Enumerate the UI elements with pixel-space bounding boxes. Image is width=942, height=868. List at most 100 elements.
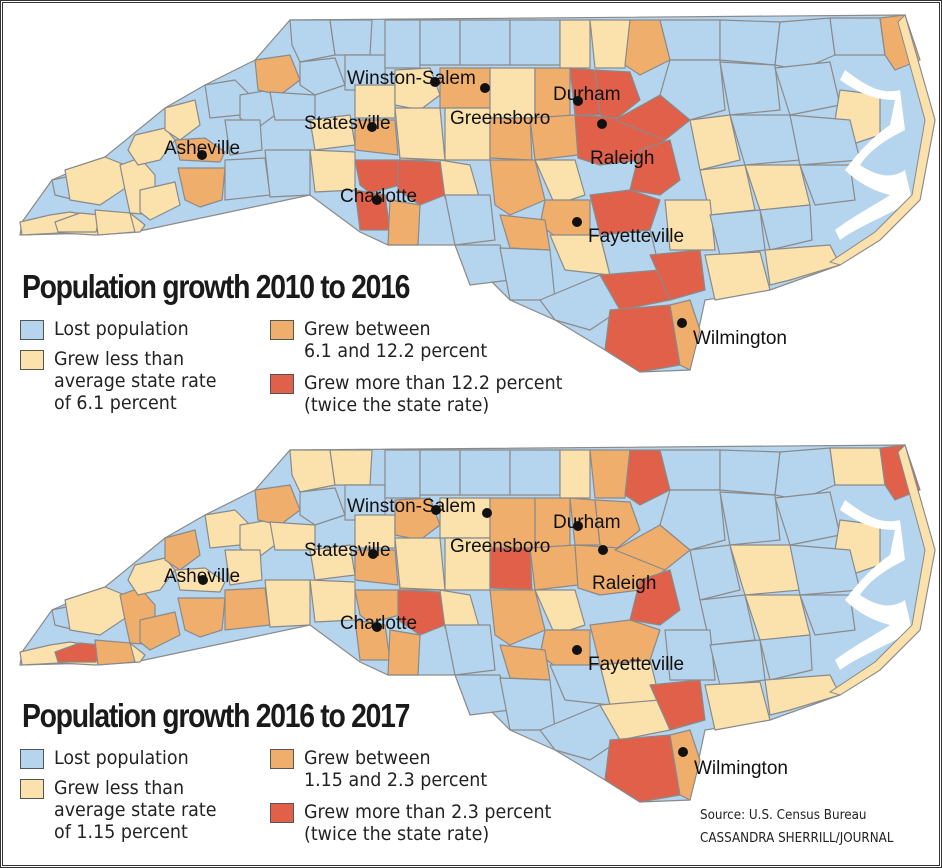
county-grew-more xyxy=(604,734,681,803)
city-marker-statesville xyxy=(367,122,377,132)
city-label: Asheville xyxy=(164,138,240,159)
county-grew-less xyxy=(394,537,446,591)
legend-label: 1.15 and 2.3 percent xyxy=(304,769,488,791)
county-grew-between xyxy=(177,167,226,208)
city-marker-wilmington xyxy=(677,318,687,328)
city-label: Greensboro xyxy=(450,536,550,557)
county-lost xyxy=(829,17,886,56)
county-grew-between xyxy=(254,54,301,96)
county-grew-more xyxy=(624,449,671,506)
county-lost xyxy=(719,449,781,496)
city-label: Charlotte xyxy=(340,613,417,634)
county-grew-less xyxy=(289,449,336,493)
county-lost xyxy=(659,59,726,121)
legend-swatch-lost xyxy=(20,320,44,340)
county-grew-more xyxy=(397,589,446,636)
legend-label: Lost population xyxy=(54,747,189,769)
county-grew-more xyxy=(397,159,446,206)
county-lost xyxy=(419,19,461,66)
legend-label: Grew less than xyxy=(54,348,185,370)
county-grew-less xyxy=(264,579,311,628)
legend-item-grew-more: Grew more than 2.3 percent (twice the st… xyxy=(270,801,573,845)
county-lost xyxy=(719,61,781,116)
byline-credit: CASSANDRA SHERRILL/JOURNAL xyxy=(700,831,894,846)
county-lost xyxy=(664,629,716,681)
legend-item-grew-between: Grew between 6.1 and 12.2 percent xyxy=(270,318,503,362)
county-lost xyxy=(539,704,621,761)
city-label: Winston-Salem xyxy=(347,68,476,89)
county-grew-less xyxy=(764,674,841,716)
county-grew-less xyxy=(829,447,886,486)
map-title: Population growth 2016 to 2017 xyxy=(22,697,410,734)
county-lost xyxy=(774,447,836,501)
county-lost xyxy=(659,489,726,551)
city-marker-fayetteville xyxy=(572,217,582,227)
city-label: Raleigh xyxy=(590,148,654,169)
county-grew-between xyxy=(489,589,546,646)
legend-swatch-grew-between xyxy=(270,749,294,769)
county-grew-between xyxy=(164,529,201,571)
legend-item-grew-less: Grew less than average state rate of 1.1… xyxy=(20,777,231,843)
city-marker-charlotte xyxy=(372,622,382,632)
county-lost xyxy=(419,449,461,496)
county-lost xyxy=(299,487,346,526)
county-lost xyxy=(759,634,813,681)
county-grew-less xyxy=(394,107,446,161)
county-lost xyxy=(774,17,836,71)
city-marker-asheville xyxy=(197,150,207,160)
county-grew-less xyxy=(764,244,841,286)
legend-item-lost: Lost population xyxy=(20,747,200,769)
county-grew-between xyxy=(139,611,181,651)
city-marker-greensboro xyxy=(480,83,490,93)
county-grew-between xyxy=(354,119,399,156)
city-label: Durham xyxy=(553,512,621,533)
city-marker-statesville xyxy=(368,549,378,559)
outer-banks xyxy=(828,14,936,266)
legend-label: average state rate xyxy=(54,799,217,821)
county-lost xyxy=(689,544,741,601)
county-lost xyxy=(444,194,496,246)
legend-swatch-grew-more xyxy=(270,803,294,823)
county-grew-less xyxy=(329,449,373,486)
legend-label: Grew between xyxy=(304,318,431,340)
county-grew-between xyxy=(387,199,421,246)
county-grew-less xyxy=(534,589,586,636)
map-title: Population growth 2010 to 2016 xyxy=(22,268,410,305)
city-label: Winston-Salem xyxy=(347,496,476,517)
map-legend: Lost population Grew less than average s… xyxy=(20,318,620,428)
county-lost xyxy=(329,19,373,56)
county-grew-less xyxy=(354,84,396,119)
county-lost xyxy=(384,19,421,69)
county-grew-more xyxy=(629,139,681,196)
county-grew-more xyxy=(604,304,681,373)
legend-swatch-grew-between xyxy=(270,320,294,340)
county-lost xyxy=(289,19,336,63)
legend-label: Grew less than xyxy=(54,777,185,799)
city-marker-winston-salem xyxy=(430,77,440,87)
legend-swatch-grew-less xyxy=(20,779,44,799)
map-legend: Lost population Grew less than average s… xyxy=(20,747,620,857)
county-grew-less xyxy=(589,19,631,69)
city-label: Durham xyxy=(553,84,621,105)
county-grew-between xyxy=(224,587,271,631)
city-label: Wilmington xyxy=(694,758,788,779)
map-2010-2016-panel: Winston-Salem Greensboro Durham Statesville… xyxy=(0,0,942,430)
legend-swatch-lost xyxy=(20,749,44,769)
county-grew-more xyxy=(594,69,641,121)
county-lost xyxy=(299,57,346,96)
city-label: Fayetteville xyxy=(588,226,684,247)
legend-label: (twice the state rate) xyxy=(304,823,490,845)
county-lost xyxy=(459,19,511,66)
county-lost xyxy=(264,149,311,198)
county-grew-between xyxy=(177,597,226,638)
city-label: Wilmington xyxy=(693,328,787,349)
county-lost xyxy=(709,639,766,686)
county-lost xyxy=(659,449,721,491)
county-grew-between xyxy=(387,629,421,676)
map-2016-2017-panel: Winston-Salem Greensboro Durham Statesville… xyxy=(0,430,942,868)
city-marker-greensboro xyxy=(482,508,492,518)
county-lost xyxy=(384,449,421,499)
county-grew-between xyxy=(669,299,701,371)
legend-label: Lost population xyxy=(54,318,189,340)
